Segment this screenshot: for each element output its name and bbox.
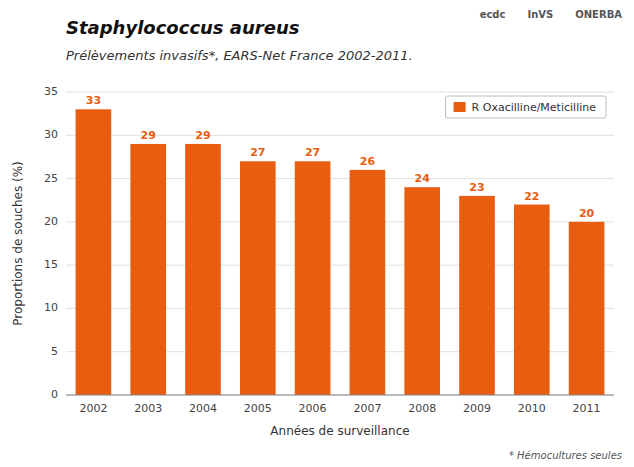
bar: [240, 161, 276, 395]
x-tick-label: 2011: [573, 402, 601, 415]
data-label: 23: [469, 181, 484, 194]
x-tick-label: 2008: [408, 402, 436, 415]
y-tick-label: 25: [44, 172, 58, 185]
x-tick-label: 2004: [189, 402, 217, 415]
chart-container: 0 5 10 15 20 25 30 35 Proportions de souches (%)…: [0, 0, 634, 467]
bar: [185, 144, 221, 395]
data-label: 33: [86, 94, 101, 107]
data-label: 24: [415, 172, 431, 185]
data-label: 29: [195, 129, 210, 142]
header-annotation: ecdc: [480, 9, 506, 20]
x-tick-label: 2005: [244, 402, 272, 415]
x-tick-label: 2009: [463, 402, 491, 415]
bar: [514, 205, 550, 395]
annotations: ONERBA InVS ecdc * Hémocultures seules: [480, 9, 623, 461]
chart-svg: 0 5 10 15 20 25 30 35 Proportions de souches (%)…: [0, 0, 634, 467]
bar: [569, 222, 605, 395]
x-tick-label: 2003: [134, 402, 162, 415]
x-tick-label: 2010: [518, 402, 546, 415]
data-label: 26: [360, 155, 376, 168]
bar: [76, 109, 112, 395]
x-tick-label: 2007: [353, 402, 381, 415]
y-tick-label: 5: [51, 345, 58, 358]
data-label: 20: [579, 207, 595, 220]
bar: [350, 170, 386, 395]
bar: [404, 187, 440, 395]
bar: [295, 161, 331, 395]
y-tick-label: 15: [44, 258, 58, 271]
y-tick-label: 35: [44, 85, 58, 98]
legend: R Oxacilline/Meticilline: [446, 96, 606, 118]
subtitle: Prélèvements invasifs*, EARS-Net France …: [66, 48, 413, 63]
legend-swatch: [454, 102, 466, 112]
bars: [76, 109, 605, 395]
y-axis-label: Proportions de souches (%): [11, 161, 25, 325]
x-axis-line: [66, 395, 614, 396]
legend-box: [446, 96, 606, 118]
y-tick-label: 30: [44, 128, 58, 141]
grid-line: [66, 395, 614, 396]
footnote: * Hémocultures seules: [509, 450, 622, 461]
data-label: 22: [524, 190, 539, 203]
legend-label: R Oxacilline/Meticilline: [472, 101, 597, 114]
data-label: 27: [250, 146, 265, 159]
bar: [459, 196, 495, 395]
x-tick-label: 2002: [79, 402, 107, 415]
y-tick-label: 10: [44, 301, 58, 314]
header-annotation: ONERBA: [575, 9, 622, 20]
x-axis-label: Années de surveillance: [270, 424, 409, 438]
y-tick-label: 0: [51, 388, 58, 401]
data-label: 29: [141, 129, 156, 142]
title: Staphylococcus aureus: [66, 17, 300, 38]
header-annotation: InVS: [527, 9, 553, 20]
bar: [130, 144, 166, 395]
y-grid: [66, 92, 614, 395]
x-tick-label: 2006: [299, 402, 327, 415]
x-axis: 2002 2003 2004 2005 2006 2007 2008 2009 2010 2011: [66, 395, 614, 415]
data-label: 27: [305, 146, 320, 159]
y-axis: 0 5 10 15 20 25 30 35: [44, 85, 58, 401]
grid-line: [66, 92, 614, 93]
y-tick-label: 20: [44, 215, 58, 228]
